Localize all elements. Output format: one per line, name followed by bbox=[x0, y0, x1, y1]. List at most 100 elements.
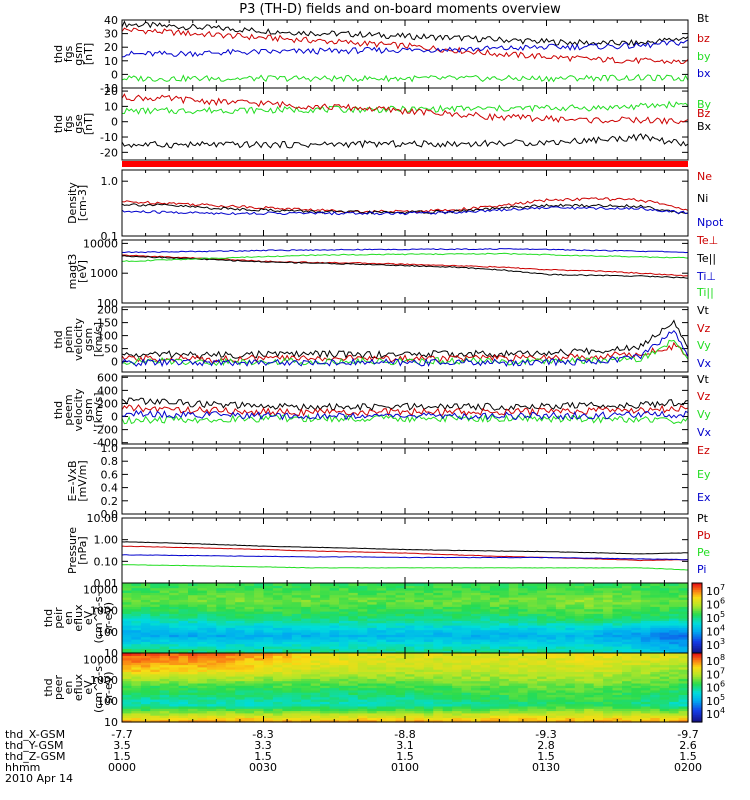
heatmap-cell bbox=[414, 606, 425, 610]
heatmap-cell bbox=[423, 632, 434, 635]
heatmap-cell bbox=[244, 599, 255, 603]
heatmap-cell bbox=[272, 659, 283, 663]
heatmap-cell bbox=[386, 719, 397, 723]
panel-5: 200150100500thdpeimvelocitygsm[km/s]VtVz… bbox=[52, 304, 712, 373]
heatmap-cell bbox=[188, 659, 198, 663]
heatmap-cell bbox=[405, 636, 415, 640]
heatmap-cell bbox=[537, 597, 548, 600]
heatmap-cell bbox=[301, 599, 312, 603]
heatmap-cell bbox=[442, 641, 453, 645]
heatmap-cell bbox=[452, 689, 463, 693]
panel-frame bbox=[121, 87, 689, 161]
heatmap-cell bbox=[235, 594, 246, 598]
heatmap-cell bbox=[339, 622, 349, 626]
heatmap-cell bbox=[206, 639, 217, 642]
heatmap-cell bbox=[546, 643, 557, 647]
heatmap-cell bbox=[357, 618, 368, 621]
heatmap-cell bbox=[197, 673, 208, 677]
heatmap-cell bbox=[178, 705, 189, 709]
heatmap-cell bbox=[301, 662, 312, 666]
heatmap-cell bbox=[442, 646, 453, 649]
heatmap-cell bbox=[188, 708, 198, 712]
heatmap-cell bbox=[555, 673, 566, 677]
heatmap-cell bbox=[603, 699, 614, 702]
heatmap-cell bbox=[452, 694, 463, 698]
heatmap-cell bbox=[508, 583, 519, 586]
heatmap-cell bbox=[527, 643, 538, 647]
heatmap-cell bbox=[480, 622, 491, 626]
colorbar-step bbox=[692, 602, 702, 605]
heatmap-cell bbox=[414, 703, 425, 707]
heatmap-cell bbox=[612, 678, 623, 682]
colorbar-step bbox=[692, 607, 702, 610]
heatmap-cell bbox=[320, 641, 331, 645]
heatmap-cell bbox=[206, 685, 217, 689]
heatmap-cell bbox=[537, 710, 548, 714]
heatmap-cell bbox=[565, 685, 576, 689]
heatmap-cell bbox=[555, 676, 566, 679]
heatmap-cell bbox=[301, 694, 312, 698]
heatmap-cell bbox=[508, 710, 519, 714]
heatmap-cell bbox=[555, 587, 566, 591]
heatmap-cell bbox=[169, 615, 180, 619]
heatmap-cell bbox=[357, 676, 368, 679]
heatmap-cell bbox=[206, 657, 217, 661]
footer-value: 0130 bbox=[532, 761, 560, 774]
heatmap-cell bbox=[131, 710, 142, 714]
heatmap-cell bbox=[235, 705, 246, 709]
colorbar-step bbox=[692, 595, 702, 598]
heatmap-cell bbox=[272, 585, 283, 589]
heatmap-cell bbox=[461, 719, 472, 723]
heatmap-cell bbox=[405, 590, 415, 593]
heatmap-cell bbox=[584, 655, 595, 659]
heatmap-cell bbox=[659, 694, 670, 698]
heatmap-cell bbox=[471, 599, 481, 603]
heatmap-cell bbox=[433, 689, 444, 693]
heatmap-cell bbox=[433, 682, 444, 686]
heatmap-cell bbox=[320, 611, 331, 614]
heatmap-cell bbox=[584, 719, 595, 723]
panel-9: 10000100010010thdpeirenefluxeV(cm^2-s-sr… bbox=[42, 582, 725, 660]
heatmap-cell bbox=[263, 666, 274, 670]
heatmap-cell bbox=[206, 620, 217, 624]
heatmap-cell bbox=[442, 712, 453, 716]
heatmap-cell bbox=[584, 696, 595, 700]
heatmap-cell bbox=[631, 629, 642, 633]
heatmap-cell bbox=[131, 641, 142, 645]
heatmap-cell bbox=[329, 659, 340, 663]
heatmap-cell bbox=[263, 673, 274, 677]
heatmap-cell bbox=[140, 601, 151, 605]
heatmap-cell bbox=[461, 615, 472, 619]
heatmap-cell bbox=[150, 710, 161, 714]
heatmap-cell bbox=[650, 680, 661, 684]
heatmap-cell bbox=[489, 676, 500, 679]
series-line-Te|| bbox=[121, 255, 689, 279]
heatmap-cell bbox=[291, 613, 302, 617]
heatmap-cell bbox=[471, 632, 481, 635]
panel-frame bbox=[121, 447, 689, 515]
heatmap-cell bbox=[254, 662, 265, 666]
heatmap-cell bbox=[131, 632, 142, 635]
heatmap-cell bbox=[631, 585, 642, 589]
heatmap-cell bbox=[310, 611, 321, 614]
heatmap-cell bbox=[584, 604, 595, 607]
heatmap-cell bbox=[612, 673, 623, 677]
heatmap-cell bbox=[537, 715, 548, 718]
heatmap-cell bbox=[197, 699, 208, 702]
heatmap-cell bbox=[574, 594, 585, 598]
heatmap-cell bbox=[367, 601, 378, 605]
heatmap-cell bbox=[669, 599, 680, 603]
heatmap-cell bbox=[669, 705, 680, 709]
heatmap-cell bbox=[518, 636, 529, 640]
heatmap-cell bbox=[650, 629, 661, 633]
heatmap-cell bbox=[159, 659, 170, 663]
heatmap-cell bbox=[225, 689, 236, 693]
heatmap-cell bbox=[244, 650, 255, 654]
heatmap-cell bbox=[169, 648, 180, 652]
heatmap-cell bbox=[376, 585, 387, 589]
heatmap-cell bbox=[678, 597, 689, 600]
heatmap-cell bbox=[555, 622, 566, 626]
heatmap-cell bbox=[386, 692, 397, 695]
heatmap-cell bbox=[442, 613, 453, 617]
heatmap-cell bbox=[386, 641, 397, 645]
